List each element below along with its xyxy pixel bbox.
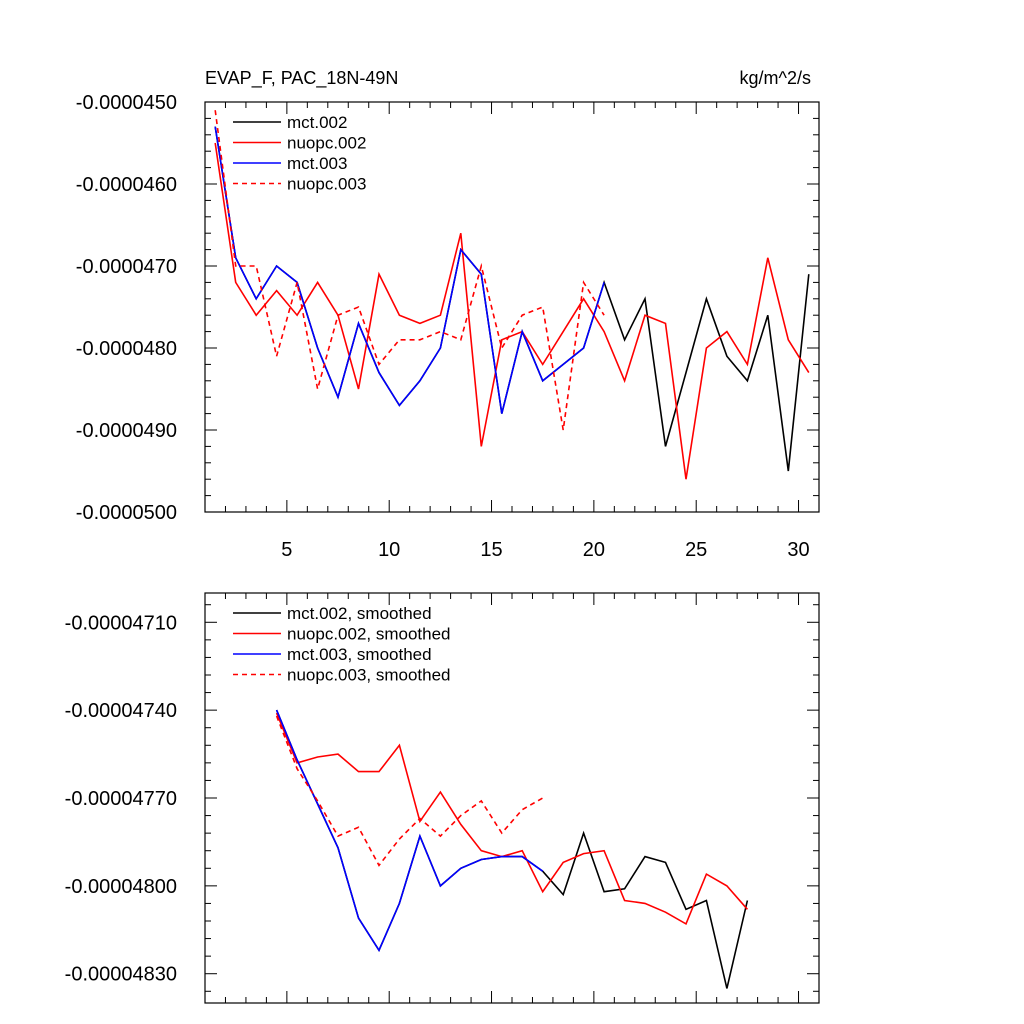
y-tick-label: -0.00004830 — [65, 964, 177, 986]
y-tick-label: -0.0000490 — [76, 420, 177, 442]
y-tick-label: -0.00004770 — [65, 788, 177, 810]
y-tick-label: -0.0000470 — [76, 256, 177, 278]
legend-label: mct.002, smoothed — [287, 604, 432, 623]
y-tick-label: -0.0000450 — [76, 92, 177, 114]
x-tick-label: 5 — [281, 539, 292, 561]
x-tick-label: 15 — [480, 539, 502, 561]
legend-label: mct.003, smoothed — [287, 645, 432, 664]
legend-label: mct.002 — [287, 113, 347, 132]
y-tick-label: -0.00004800 — [65, 876, 177, 898]
legend-label: mct.003 — [287, 154, 347, 173]
y-tick-label: -0.0000480 — [76, 338, 177, 360]
series-line — [214, 126, 605, 414]
y-tick-label: -0.00004710 — [65, 612, 177, 634]
chart-title: EVAP_F, PAC_18N-49N — [205, 68, 398, 89]
units-label: kg/m^2/s — [740, 68, 811, 88]
series-line — [275, 709, 544, 952]
x-tick-label: 30 — [787, 539, 809, 561]
series-line — [275, 712, 749, 926]
x-tick-label: 20 — [583, 539, 605, 561]
legend-label: nuopc.002, smoothed — [287, 625, 451, 644]
y-tick-label: -0.0000460 — [76, 174, 177, 196]
legend-label: nuopc.003 — [287, 175, 366, 194]
legend-label: nuopc.002 — [287, 134, 366, 153]
x-tick-label: 25 — [685, 539, 707, 561]
y-tick-label: -0.0000500 — [76, 502, 177, 524]
top-panel: 5 10 15 20 25 30 -0.0000450 -0.0000460 -0.000047… — [76, 68, 820, 561]
series-line — [214, 142, 810, 480]
legend-label: nuopc.003, smoothed — [287, 666, 451, 685]
x-tick-label: 10 — [378, 539, 400, 561]
bottom-panel: -0.00004710 -0.00004740 -0.00004770 -0.0000… — [65, 592, 820, 1004]
series-line — [214, 110, 605, 431]
series-line — [275, 715, 544, 867]
series-line — [275, 709, 749, 989]
y-tick-label: -0.00004740 — [65, 700, 177, 722]
